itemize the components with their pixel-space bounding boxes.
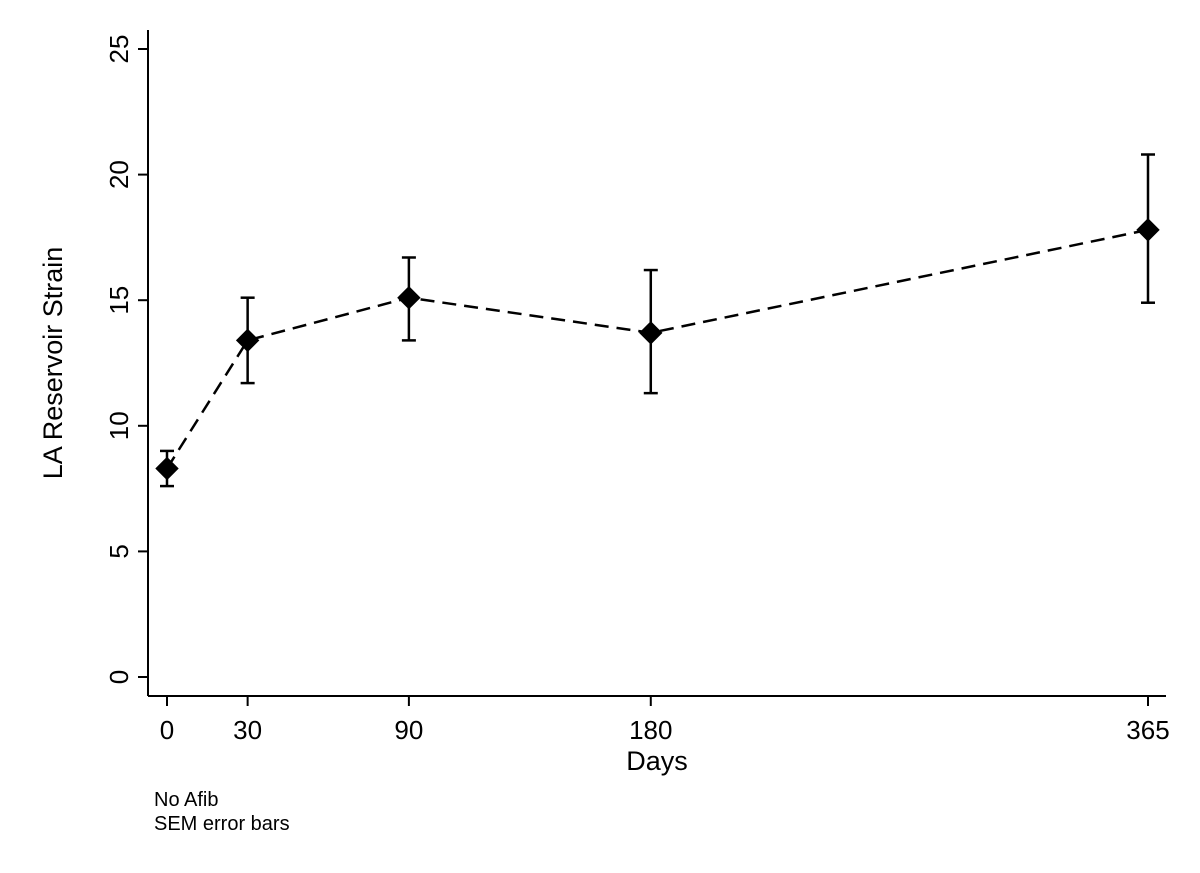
data-point: [1136, 218, 1160, 242]
x-tick-label: 90: [394, 715, 423, 745]
data-point: [235, 328, 260, 353]
chart-note-1: No Afib: [154, 789, 219, 811]
x-tick-label: 30: [233, 715, 262, 745]
y-tick-label: 25: [104, 35, 134, 64]
y-tick-label: 5: [104, 544, 134, 558]
y-tick-label: 10: [104, 411, 134, 440]
series-group: [155, 153, 1160, 488]
x-tick-label: 0: [160, 715, 174, 745]
x-ticks: 0 30 90 180 365: [160, 696, 1170, 745]
series-line: [165, 228, 1149, 470]
y-tick-label: 15: [104, 286, 134, 315]
y-ticks: 0 5 10 15 20 25: [104, 35, 148, 684]
axes: [147, 30, 1166, 697]
data-point: [639, 321, 663, 345]
data-point: [155, 456, 179, 481]
y-tick-label: 20: [104, 160, 134, 189]
y-axis-title: LA Reservoir Strain: [38, 247, 68, 480]
y-tick-label: 0: [104, 670, 134, 684]
x-tick-label: 180: [629, 715, 672, 745]
chart-note-2: SEM error bars: [154, 813, 290, 835]
x-axis-title: Days: [626, 746, 688, 776]
data-point: [397, 285, 421, 310]
x-tick-label: 365: [1126, 715, 1169, 745]
